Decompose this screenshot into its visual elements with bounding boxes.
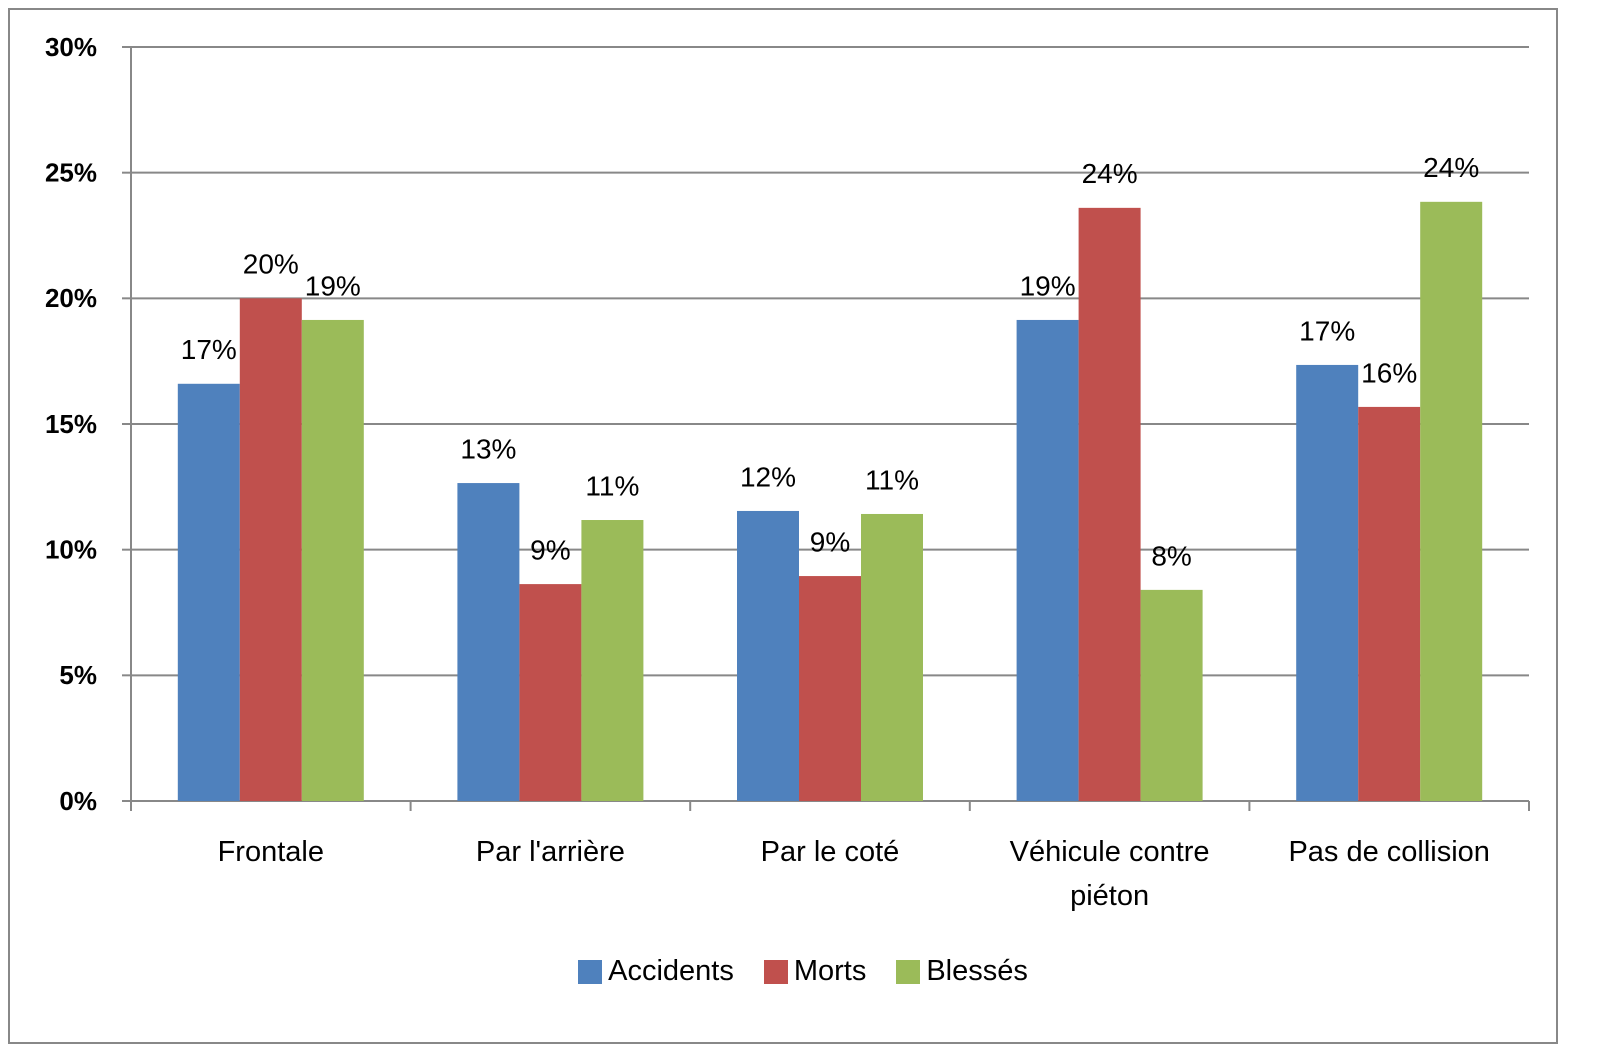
data-label: 16% <box>1361 357 1417 388</box>
legend: Accidents Morts Blessés <box>0 955 1606 988</box>
data-label: 17% <box>181 334 237 365</box>
bar <box>1296 364 1359 801</box>
legend-label: Blessés <box>926 955 1028 987</box>
y-tick-label: 0% <box>59 786 97 816</box>
bar <box>861 513 923 801</box>
data-label: 11% <box>865 464 919 495</box>
bar <box>1140 589 1203 801</box>
bar <box>1016 319 1079 801</box>
bar <box>1420 201 1483 801</box>
legend-swatch <box>763 959 788 984</box>
legend-label: Morts <box>793 955 867 987</box>
bar <box>519 584 582 801</box>
chart-border <box>8 8 1558 1044</box>
y-tick-label: 5% <box>59 660 97 690</box>
data-label: 11% <box>585 470 639 501</box>
legend-item: Blessés <box>896 955 1028 988</box>
y-tick-label: 20% <box>45 283 97 313</box>
data-label: 24% <box>1082 158 1138 189</box>
x-tick-label: Frontale <box>217 836 324 868</box>
bar <box>1078 207 1141 801</box>
bar <box>239 298 302 801</box>
data-label: 8% <box>1151 540 1191 571</box>
legend-item: Accidents <box>578 955 734 988</box>
bar <box>799 576 861 801</box>
legend-item: Morts <box>763 955 867 988</box>
bar <box>457 483 520 801</box>
x-tick-label: Véhicule contre piéton <box>1009 836 1210 912</box>
bar <box>177 383 240 801</box>
x-tick-label: Pas de collision <box>1288 836 1490 868</box>
data-label: 12% <box>740 461 796 492</box>
x-tick-label: Par l'arrière <box>475 836 625 868</box>
y-tick-label: 30% <box>45 32 97 62</box>
bar <box>581 520 644 801</box>
legend-swatch <box>578 959 603 984</box>
data-label: 13% <box>460 433 516 464</box>
data-label: 17% <box>1299 315 1355 346</box>
data-label: 9% <box>810 526 850 557</box>
y-tick-label: 10% <box>45 535 97 565</box>
bar <box>301 319 364 801</box>
bar <box>1358 406 1421 801</box>
bar <box>737 510 799 801</box>
data-label: 19% <box>1020 270 1076 301</box>
y-tick-label: 15% <box>45 409 97 439</box>
data-label: 19% <box>305 270 361 301</box>
x-tick-label: Par le coté <box>760 836 900 868</box>
data-label: 9% <box>530 534 570 565</box>
data-label: 20% <box>243 249 299 280</box>
y-tick-label: 25% <box>45 158 97 188</box>
legend-swatch <box>896 959 921 984</box>
legend-label: Accidents <box>608 955 734 987</box>
data-label: 24% <box>1423 152 1479 183</box>
